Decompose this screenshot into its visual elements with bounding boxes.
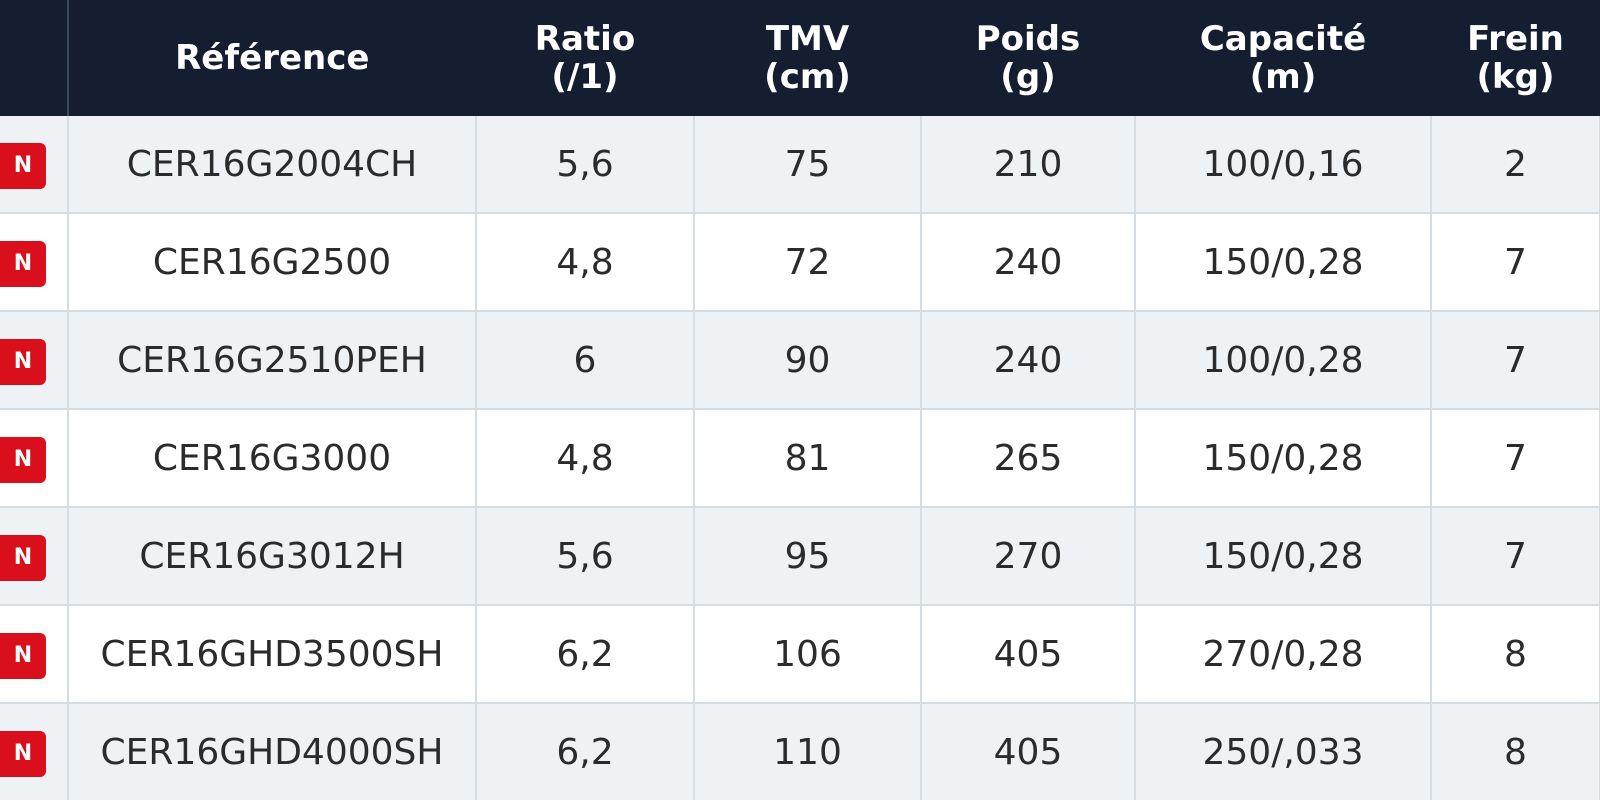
- badge-cell: N: [0, 507, 69, 606]
- table-cell: 5,6: [475, 116, 695, 214]
- header-text: Capacité: [1199, 19, 1367, 59]
- table-cell: CER16G2510PEH: [67, 311, 477, 410]
- table-row: N CER16GHD3500SH 6,2 106 405 270/0,28 8: [0, 605, 1600, 704]
- header-cell: [0, 0, 69, 116]
- header-cell: TMV (cm): [694, 0, 922, 116]
- table-cell: 7: [1430, 311, 1600, 410]
- table-row: N CER16G2510PEH 6 90 240 100/0,28 7: [0, 311, 1600, 410]
- header-row: Référence Ratio (/1) TMV (cm) Poids (g) Capacit…: [0, 0, 1600, 116]
- table-cell: 8: [1430, 605, 1600, 704]
- header-cell: Poids (g): [921, 0, 1136, 116]
- table-cell: 7: [1430, 409, 1600, 508]
- header-text: (/1): [551, 57, 619, 97]
- header-cell: Référence: [68, 0, 477, 116]
- new-badge: N: [0, 142, 46, 189]
- badge-cell: N: [0, 605, 69, 704]
- table-cell: 72: [693, 213, 922, 312]
- table-cell: 75: [693, 116, 922, 214]
- table-cell: 150/0,28: [1134, 409, 1432, 508]
- header-text: (cm): [764, 57, 851, 97]
- new-badge: N: [0, 534, 46, 581]
- header-text: Ratio: [534, 19, 636, 59]
- table-row: N CER16GHD4000SH 6,2 110 405 250/,033 8: [0, 703, 1600, 800]
- header-text: Référence: [175, 38, 370, 78]
- table-cell: 6,2: [475, 703, 695, 800]
- table-cell: 100/0,16: [1134, 116, 1432, 214]
- badge-cell: N: [0, 116, 69, 214]
- new-badge: N: [0, 436, 46, 483]
- header-text: (g): [1000, 57, 1056, 97]
- badge-cell: N: [0, 703, 69, 800]
- header-text: Poids: [975, 19, 1081, 59]
- table-cell: CER16G3012H: [67, 507, 477, 606]
- header-text: (kg): [1476, 57, 1555, 97]
- table-cell: 6: [475, 311, 695, 410]
- new-badge: N: [0, 338, 46, 385]
- header-text: (m): [1249, 57, 1317, 97]
- table-cell: CER16G2500: [67, 213, 477, 312]
- table-cell: 150/0,28: [1134, 213, 1432, 312]
- table-cell: 100/0,28: [1134, 311, 1432, 410]
- table-cell: CER16G2004CH: [67, 116, 477, 214]
- table-cell: 81: [693, 409, 922, 508]
- new-badge: N: [0, 240, 46, 287]
- table-cell: 270: [920, 507, 1136, 606]
- table-cell: 265: [920, 409, 1136, 508]
- header-cell: Capacité (m): [1135, 0, 1432, 116]
- table-cell: 405: [920, 703, 1136, 800]
- header-text: Frein: [1467, 19, 1564, 59]
- table-cell: CER16GHD3500SH: [67, 605, 477, 704]
- table-cell: 7: [1430, 507, 1600, 606]
- table-cell: 4,8: [475, 213, 695, 312]
- table-cell: 106: [693, 605, 922, 704]
- table-cell: 8: [1430, 703, 1600, 800]
- table-row: N CER16G3012H 5,6 95 270 150/0,28 7: [0, 507, 1600, 606]
- table-row: N CER16G2500 4,8 72 240 150/0,28 7: [0, 213, 1600, 312]
- table-cell: 110: [693, 703, 922, 800]
- table-row: N CER16G2004CH 5,6 75 210 100/0,16 2: [0, 116, 1600, 214]
- table-row: N CER16G3000 4,8 81 265 150/0,28 7: [0, 409, 1600, 508]
- table-cell: 95: [693, 507, 922, 606]
- new-badge: N: [0, 632, 46, 679]
- table-cell: 405: [920, 605, 1136, 704]
- table-cell: 2: [1430, 116, 1600, 214]
- badge-cell: N: [0, 213, 69, 312]
- table-cell: CER16G3000: [67, 409, 477, 508]
- table-cell: 6,2: [475, 605, 695, 704]
- header-cell: Ratio (/1): [476, 0, 695, 116]
- badge-cell: N: [0, 311, 69, 410]
- table-cell: 270/0,28: [1134, 605, 1432, 704]
- table-cell: CER16GHD4000SH: [67, 703, 477, 800]
- header-text: TMV: [765, 19, 850, 59]
- table-cell: 90: [693, 311, 922, 410]
- new-badge: N: [0, 730, 46, 777]
- table-cell: 5,6: [475, 507, 695, 606]
- table-cell: 4,8: [475, 409, 695, 508]
- table-cell: 240: [920, 311, 1136, 410]
- table-cell: 210: [920, 116, 1136, 214]
- table-cell: 250/,033: [1134, 703, 1432, 800]
- table-cell: 150/0,28: [1134, 507, 1432, 606]
- table-cell: 240: [920, 213, 1136, 312]
- header-cell: Frein (kg): [1431, 0, 1600, 116]
- badge-cell: N: [0, 409, 69, 508]
- table-cell: 7: [1430, 213, 1600, 312]
- table-body: N CER16G2004CH 5,6 75 210 100/0,16 2 N CER16G250…: [0, 116, 1600, 800]
